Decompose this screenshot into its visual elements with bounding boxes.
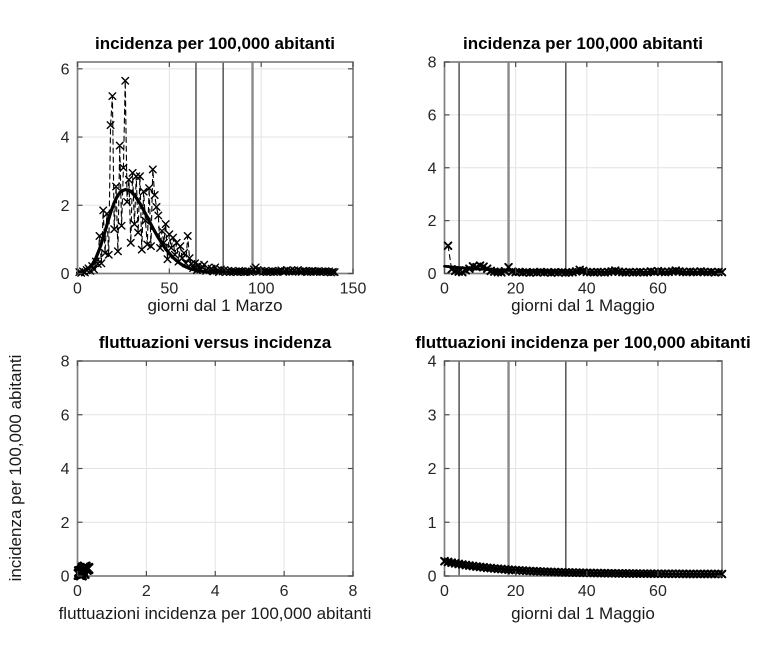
subplot-title-bottom-left: fluttuazioni versus incidenza — [98, 333, 332, 352]
series-markers-fluttuazioni-incidenza — [440, 556, 727, 579]
subplot-bottom-right: 0 20 40 60 0 1 2 3 4 — [428, 354, 727, 600]
subplot-top-right: 0 20 40 60 0 2 4 6 8 — [428, 55, 727, 298]
x-tick-label: 0 — [73, 281, 82, 298]
y-tick-label: 4 — [428, 354, 437, 371]
y-tick-label: 0 — [428, 266, 437, 283]
x-tick-label: 2 — [142, 583, 151, 600]
subplot-title-bottom-right: fluttuazioni incidenza per 100,000 abita… — [415, 333, 751, 352]
x-tick-label: 0 — [440, 281, 449, 298]
subplot-title-top-right: incidenza per 100,000 abitanti — [463, 34, 703, 53]
y-tick-label: 2 — [428, 213, 437, 230]
x-tick-label: 40 — [578, 583, 596, 600]
y-tick-label: 6 — [61, 61, 70, 78]
y-tick-label: 0 — [61, 266, 70, 283]
x-tick-label: 0 — [440, 583, 449, 600]
series-markers-fluttuazioni-vs-incidenza — [73, 561, 94, 581]
y-tick-label: 2 — [61, 515, 70, 532]
y-tick-label: 4 — [61, 461, 70, 478]
y-tick-label: 0 — [61, 569, 70, 586]
y-tick-label: 8 — [61, 354, 70, 371]
y-tick-label: 3 — [428, 407, 437, 424]
series-markers-incidenza-giornaliera — [75, 76, 339, 277]
y-tick-label: 4 — [61, 130, 70, 147]
y-tick-label: 6 — [61, 407, 70, 424]
y-tick-label: 2 — [61, 198, 70, 215]
x-tick-label: 20 — [507, 583, 525, 600]
x-tick-label: 150 — [340, 281, 367, 298]
series-line-incidenza-fit — [443, 264, 724, 274]
x-tick-label: 60 — [649, 583, 667, 600]
x-axis-label-top-right: giorni dal 1 Maggio — [511, 296, 655, 315]
subplot-title-top-left: incidenza per 100,000 abitanti — [95, 34, 335, 53]
x-tick-label: 0 — [73, 583, 82, 600]
x-tick-label: 100 — [248, 281, 275, 298]
x-tick-label: 20 — [507, 281, 525, 298]
y-tick-label: 2 — [428, 461, 437, 478]
y-tick-label: 8 — [428, 55, 437, 72]
x-axis-label-bottom-left: fluttuazioni incidenza per 100,000 abita… — [58, 604, 372, 623]
y-axis-label-bottom-left: incidenza per 100,000 abitanti — [6, 354, 25, 582]
subplot-top-left: 0 50 100 150 0 2 4 6 — [61, 61, 367, 298]
x-tick-label: 60 — [649, 281, 667, 298]
y-tick-label: 6 — [428, 107, 437, 124]
y-tick-label: 1 — [428, 515, 437, 532]
y-tick-label: 0 — [428, 569, 437, 586]
y-tick-label: 4 — [428, 160, 437, 177]
series-line-incidenza-fit — [75, 187, 337, 275]
series-line-incidenza-giornaliera — [78, 80, 336, 274]
x-axis-label-bottom-right: giorni dal 1 Maggio — [511, 604, 655, 623]
x-tick-label: 4 — [211, 583, 220, 600]
x-axis-label-top-left: giorni dal 1 Marzo — [147, 296, 283, 315]
x-tick-label: 50 — [160, 281, 178, 298]
x-tick-label: 8 — [349, 583, 358, 600]
subplot-bottom-left: 0 2 4 6 8 0 2 4 6 8 — [61, 354, 358, 601]
x-tick-label: 40 — [578, 281, 596, 298]
x-tick-label: 6 — [280, 583, 289, 600]
